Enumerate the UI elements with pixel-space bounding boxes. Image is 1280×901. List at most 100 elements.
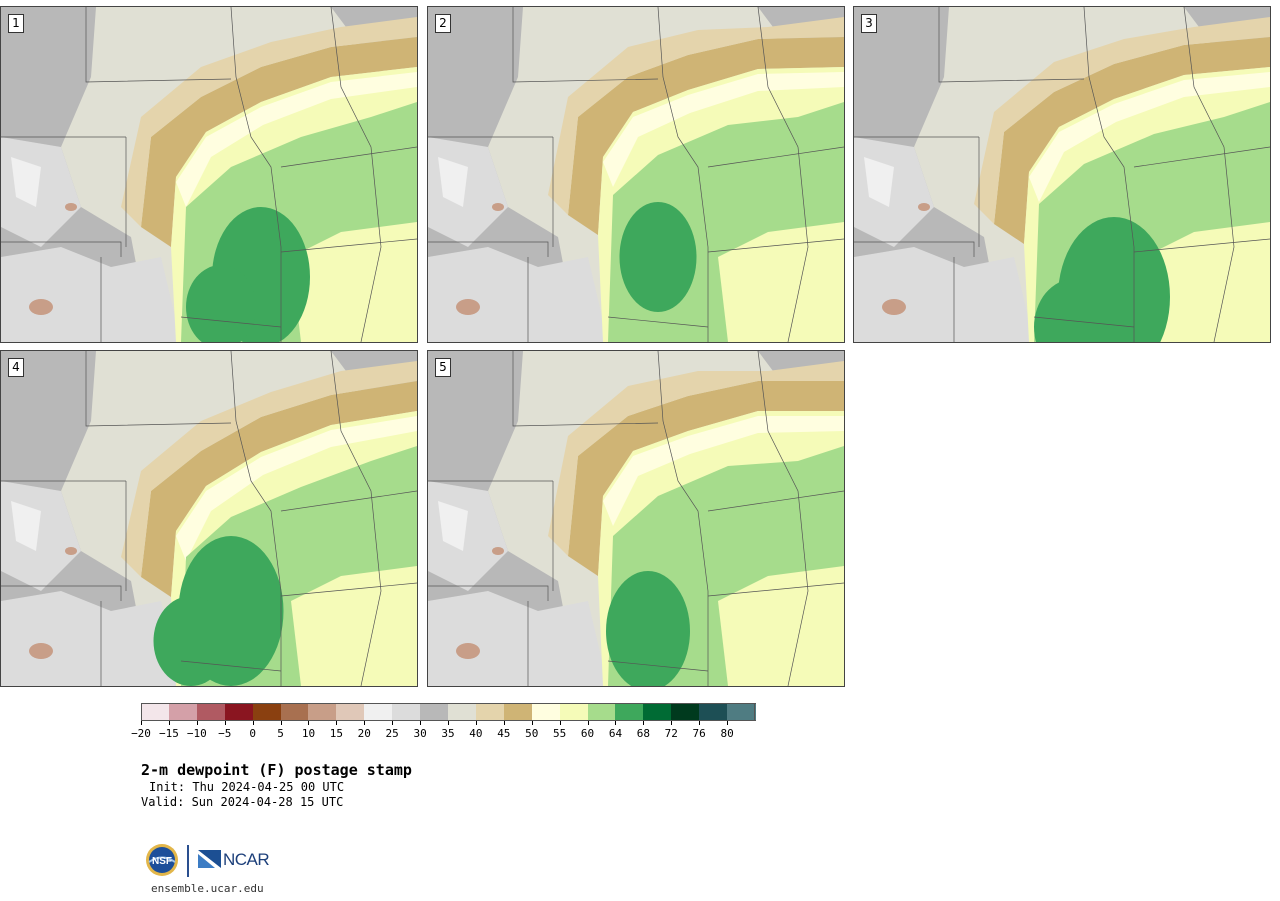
colorbar-tick-label: 68 — [636, 727, 650, 740]
colorbar-tick-label: 20 — [357, 727, 371, 740]
init-time: Init: Thu 2024-04-25 00 UTC — [149, 780, 345, 794]
state-border — [230, 351, 282, 686]
colorbar-swatch — [141, 703, 170, 721]
state-border — [607, 660, 709, 672]
state-border — [607, 316, 709, 328]
dry-tan-band — [548, 361, 844, 556]
colorbar-tick-mark — [364, 721, 366, 725]
state-border — [280, 582, 417, 597]
colorbar-tick-label: 40 — [469, 727, 483, 740]
stamp-panel-5: 5 — [427, 350, 845, 687]
colorbar-swatch — [364, 703, 394, 721]
moist-sector-cream-edge — [1029, 72, 1270, 202]
colorbar-tick-label: 25 — [385, 727, 399, 740]
colorbar-swatch — [559, 703, 589, 721]
terrain-white-region — [438, 501, 468, 551]
valid-time: Valid: Sun 2024-04-28 15 UTC — [141, 795, 344, 809]
dewpoint-field-map — [1, 7, 417, 342]
colorbar-tick-label: 55 — [553, 727, 567, 740]
state-border — [1033, 316, 1135, 328]
terrain-light-gray-region — [1, 247, 181, 342]
state-border — [707, 582, 844, 597]
colorbar-tick-mark — [308, 721, 310, 725]
colorbar-swatch — [168, 703, 198, 721]
colorbar-tick-mark — [392, 721, 394, 725]
colorbar-swatch — [448, 703, 477, 721]
stamp-panel-3: 3 — [853, 6, 1271, 343]
stamp-panel-4: 4 — [0, 350, 418, 687]
state-border — [1183, 7, 1235, 342]
terrain-light-gray-region — [428, 591, 608, 686]
site-url: ensemble.ucar.edu — [151, 882, 264, 895]
terrain-brown-speck — [492, 203, 504, 211]
state-border — [180, 660, 282, 672]
moist-sector-yellow — [718, 222, 844, 342]
state-border — [280, 490, 417, 512]
stamp-number: 5 — [435, 358, 451, 377]
terrain-brown-speck — [492, 547, 504, 555]
colorbar-tick-mark — [448, 721, 449, 725]
terrain-brown-speck — [29, 299, 53, 315]
colorbar-tick-label: 15 — [329, 727, 343, 740]
colorbar-swatch — [727, 703, 757, 721]
moist-sector-yellow — [291, 222, 417, 342]
state-border — [512, 7, 659, 83]
medium-green-region — [606, 571, 690, 686]
colorbar-tick-label: 76 — [692, 727, 706, 740]
state-border — [938, 7, 1085, 83]
colorbar-tick-label: 50 — [525, 727, 539, 740]
terrain-white-region — [11, 157, 41, 207]
colorbar — [141, 703, 757, 721]
colorbar-tick-label: 35 — [441, 727, 455, 740]
colorbar-tick-mark — [727, 721, 729, 725]
state-border — [657, 7, 709, 342]
colorbar-tick-label: −10 — [186, 727, 207, 740]
dry-boundary-band — [141, 381, 417, 597]
colorbar-swatch — [643, 703, 673, 721]
state-border — [230, 7, 282, 342]
colorbar-tick-mark — [559, 721, 561, 725]
state-border — [512, 351, 659, 427]
colorbar-tick-mark — [224, 721, 226, 725]
stamp-number: 3 — [861, 14, 877, 33]
dewpoint-field-map — [1, 351, 417, 686]
medium-green-region — [619, 202, 697, 312]
dry-boundary-band — [568, 381, 844, 576]
colorbar-swatch — [615, 703, 645, 721]
dry-tan-band — [121, 361, 417, 577]
state-border — [707, 490, 844, 512]
colorbar-tick-mark — [475, 721, 477, 725]
dry-tan-band — [974, 17, 1270, 224]
stamp-number: 4 — [8, 358, 24, 377]
ncar-logo-icon — [198, 850, 221, 868]
moist-sector-cream-edge — [603, 72, 844, 187]
moist-sector-yellow — [718, 566, 844, 686]
terrain-white-region — [11, 501, 41, 551]
terrain-brown-speck — [882, 299, 906, 315]
colorbar-swatch — [671, 703, 701, 721]
state-border — [85, 7, 232, 83]
colorbar-tick-label: 10 — [301, 727, 316, 740]
colorbar-tick-label: 0 — [249, 727, 256, 740]
terrain-light-gray-region — [1, 591, 181, 686]
colorbar-tick-label: 60 — [580, 727, 595, 740]
colorbar-swatch — [503, 703, 533, 721]
moist-sector-yellow — [1144, 222, 1270, 342]
state-border — [180, 316, 282, 328]
state-border — [854, 241, 975, 257]
moist-sector-cream-edge — [176, 72, 417, 207]
colorbar-tick-mark — [671, 721, 673, 725]
colorbar-tick-mark — [503, 721, 505, 725]
state-border — [1133, 146, 1270, 168]
state-border — [280, 238, 417, 253]
colorbar-tick-label: 30 — [413, 727, 427, 740]
colorbar-tick-mark — [699, 721, 701, 725]
colorbar-tick-mark — [280, 721, 282, 725]
state-border — [657, 351, 709, 686]
moist-sector-cream-edge — [176, 416, 417, 561]
colorbar-tick-mark — [531, 721, 533, 725]
terrain-white-region — [438, 157, 468, 207]
colorbar-tick-label: 5 — [277, 727, 284, 740]
state-border — [85, 351, 232, 427]
dewpoint-field-map — [428, 7, 844, 342]
